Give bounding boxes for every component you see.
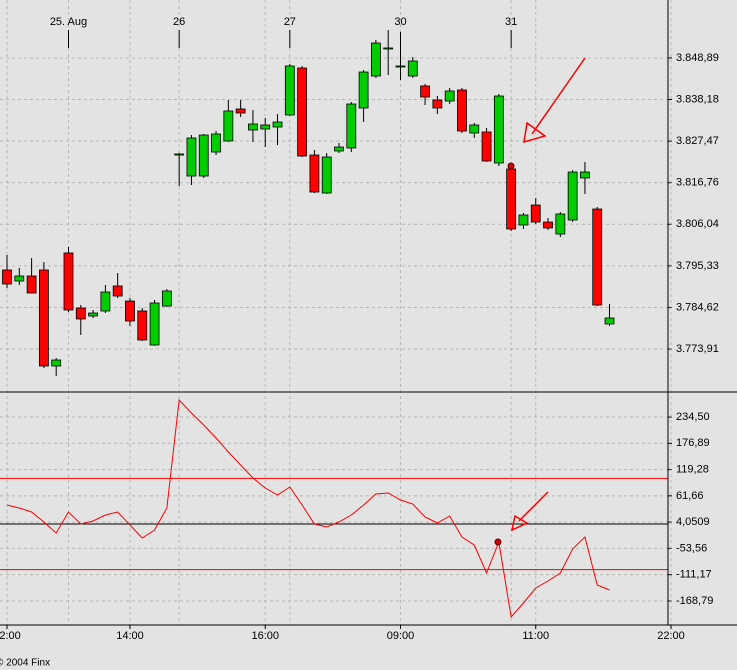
- candle-body: [530, 204, 541, 223]
- candle-body: [198, 134, 209, 177]
- candle-body: [580, 171, 590, 179]
- x-tick-label: 30: [394, 16, 406, 28]
- candle-body: [395, 65, 406, 68]
- candle-body: [112, 285, 123, 297]
- candle-body: [63, 252, 74, 311]
- candle-body: [235, 108, 246, 114]
- candle-body: [457, 89, 467, 132]
- candle-body: [555, 213, 566, 235]
- candle-body: [321, 156, 332, 194]
- y-tick-label: -53,56: [676, 542, 707, 554]
- candle-body: [309, 154, 320, 193]
- y-tick-label: 3.795,33: [676, 260, 719, 272]
- annotation-arrow: [518, 491, 549, 522]
- candle-body: [223, 110, 234, 142]
- candle-body: [383, 47, 394, 50]
- candle-body: [149, 302, 160, 346]
- candle-body: [297, 67, 308, 157]
- candle-body: [38, 269, 49, 367]
- x-tick-label: 26: [173, 16, 185, 28]
- candle-body: [493, 95, 504, 164]
- candle-body: [260, 124, 271, 130]
- candle-body: [75, 307, 86, 320]
- candle-body: [100, 291, 111, 312]
- candle-body: [284, 65, 295, 116]
- candle-body: [567, 171, 578, 221]
- candle-body: [420, 85, 430, 98]
- candle-body: [211, 133, 221, 153]
- candle-body: [346, 103, 357, 149]
- footer: © 2004 Finx: [0, 658, 50, 669]
- y-tick-label: -168,79: [676, 595, 713, 607]
- x-tick-label: 14:00: [116, 630, 144, 642]
- candle-body: [161, 290, 172, 307]
- candle-body: [125, 300, 135, 322]
- candle-body: [26, 275, 37, 294]
- candle-body: [432, 99, 443, 109]
- plot-layer: 3.848,89 3.838,18 3.827,47 3.816,76 3.806,04…: [0, 0, 719, 642]
- x-tick-label: 16:00: [251, 630, 279, 642]
- y-tick-label: 234,50: [676, 411, 710, 423]
- annotation-arrowhead: [510, 514, 529, 532]
- y-tick-label: -111,17: [676, 569, 712, 581]
- candle-body: [543, 221, 553, 229]
- x-tick-label: 31: [505, 16, 517, 28]
- candle-body: [272, 121, 283, 128]
- candle-body: [518, 214, 529, 226]
- candle-body: [444, 90, 455, 102]
- x-tick-label: 27: [284, 16, 296, 28]
- candle-body: [506, 168, 517, 230]
- candle-body: [604, 317, 615, 325]
- y-tick-label: 3.848,89: [676, 52, 719, 64]
- x-tick-label: 11:00: [522, 630, 549, 642]
- candle-body: [481, 131, 492, 162]
- candle-body: [51, 359, 62, 367]
- x-tick-label: 22:00: [657, 630, 685, 642]
- y-tick-label: 3.784,62: [676, 301, 719, 313]
- x-tick-label: 25. Aug: [50, 16, 87, 28]
- candle-body: [407, 60, 418, 77]
- y-tick-label: 3.816,76: [676, 177, 719, 189]
- signal-dot: [494, 538, 502, 546]
- candle-body: [248, 123, 258, 131]
- candle-body: [137, 310, 148, 341]
- y-tick-label: 3.838,18: [676, 93, 719, 105]
- candle-body: [370, 42, 381, 77]
- candle-body: [334, 146, 344, 152]
- candle-body: [469, 124, 480, 134]
- candle-body: [88, 312, 98, 317]
- indicator-line: [6, 398, 610, 619]
- candle-body: [2, 269, 12, 285]
- candle-body: [358, 71, 369, 109]
- y-tick-label: 61,66: [676, 490, 704, 502]
- y-tick-label: 119,28: [676, 463, 709, 475]
- y-tick-label: 3.773,91: [676, 343, 719, 355]
- candle-body: [14, 275, 25, 282]
- y-tick-label: 4,0509: [676, 516, 710, 528]
- candle-body: [186, 137, 197, 177]
- x-tick-label: 12:00: [0, 630, 21, 642]
- candle-body: [592, 208, 603, 306]
- y-tick-label: 176,89: [676, 437, 710, 449]
- y-tick-label: 3.827,47: [676, 135, 719, 147]
- annotation-arrowhead: [523, 121, 547, 144]
- candle-body: [174, 153, 185, 156]
- annotation-arrow: [531, 57, 586, 135]
- x-tick-label: 09:00: [387, 630, 415, 642]
- y-tick-label: 3.806,04: [676, 218, 719, 230]
- signal-dot: [507, 162, 515, 170]
